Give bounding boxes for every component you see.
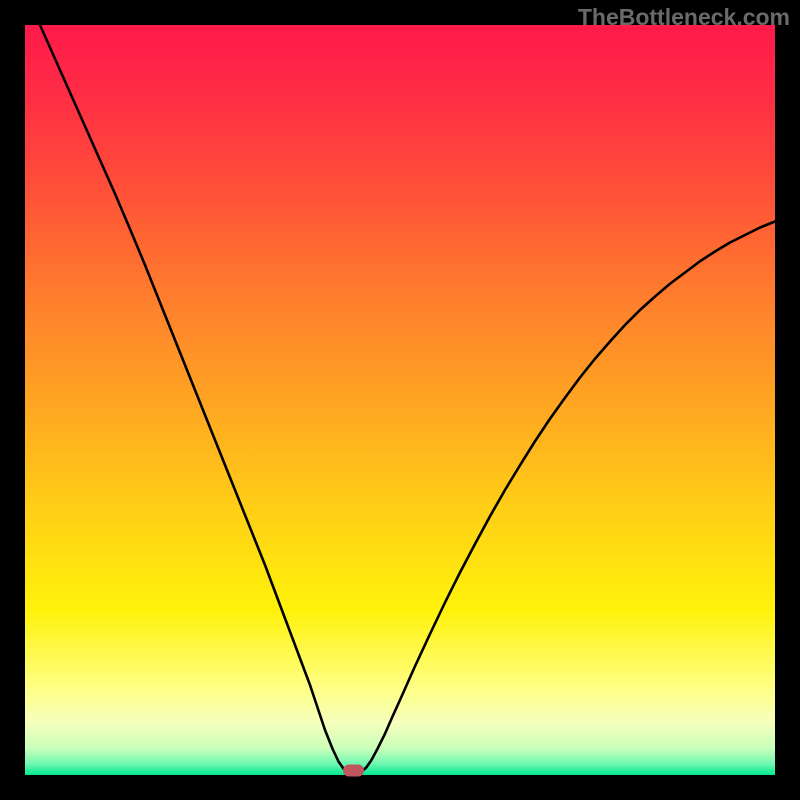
bottleneck-chart	[0, 0, 800, 800]
plot-background	[25, 25, 775, 775]
optimal-point-marker	[343, 765, 364, 777]
